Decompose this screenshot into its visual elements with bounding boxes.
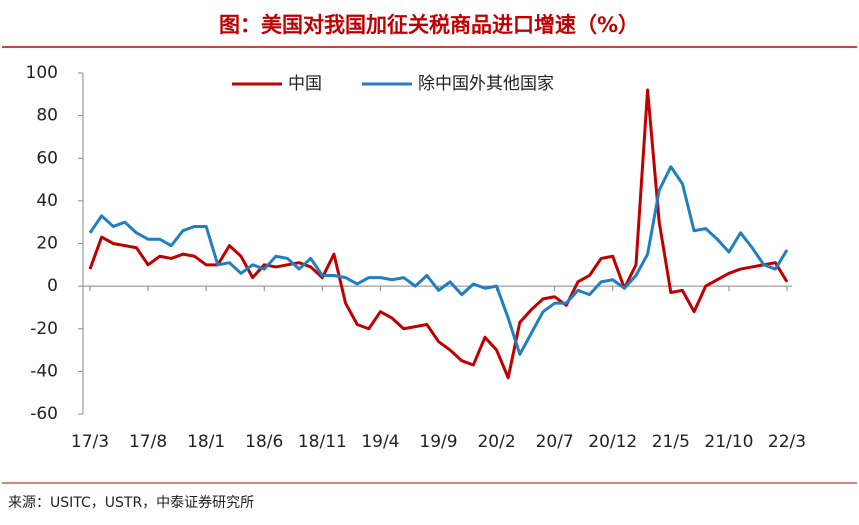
x-tick-label: 17/3 [71, 432, 109, 452]
x-tick-label: 19/4 [361, 432, 399, 452]
x-tick-label: 22/3 [768, 432, 806, 452]
y-tick-label: -60 [30, 404, 58, 424]
y-tick-label: 20 [36, 234, 58, 254]
x-tick-label: 18/6 [245, 432, 283, 452]
x-tick-label: 17/8 [129, 432, 167, 452]
legend-label: 中国 [288, 74, 322, 94]
x-tick-label: 21/5 [652, 432, 690, 452]
source: 来源：USITC，USTR，中泰证券研究所 [8, 495, 254, 511]
x-tick-label: 20/7 [536, 432, 574, 452]
chart-title: 图：美国对我国加征关税商品进口增速（%） [219, 13, 639, 37]
series-line [88, 88, 789, 380]
series-line [88, 165, 789, 356]
y-tick-label: 100 [26, 63, 58, 83]
y-tick-label: -20 [30, 319, 58, 339]
x-tick-label: 18/11 [298, 432, 347, 452]
x-tick-label: 21/10 [704, 432, 753, 452]
y-tick-label: 40 [36, 191, 58, 211]
y-tick-label: 60 [36, 148, 58, 168]
legend-label: 除中国外其他国家 [418, 74, 554, 94]
y-tick-label: -40 [30, 361, 58, 381]
x-tick-label: 19/9 [419, 432, 457, 452]
x-tick-label: 18/1 [187, 432, 225, 452]
x-tick-label: 20/2 [477, 432, 515, 452]
y-tick-label: 80 [36, 106, 58, 126]
y-tick-label: 0 [47, 276, 58, 296]
x-tick-label: 20/12 [588, 432, 637, 452]
